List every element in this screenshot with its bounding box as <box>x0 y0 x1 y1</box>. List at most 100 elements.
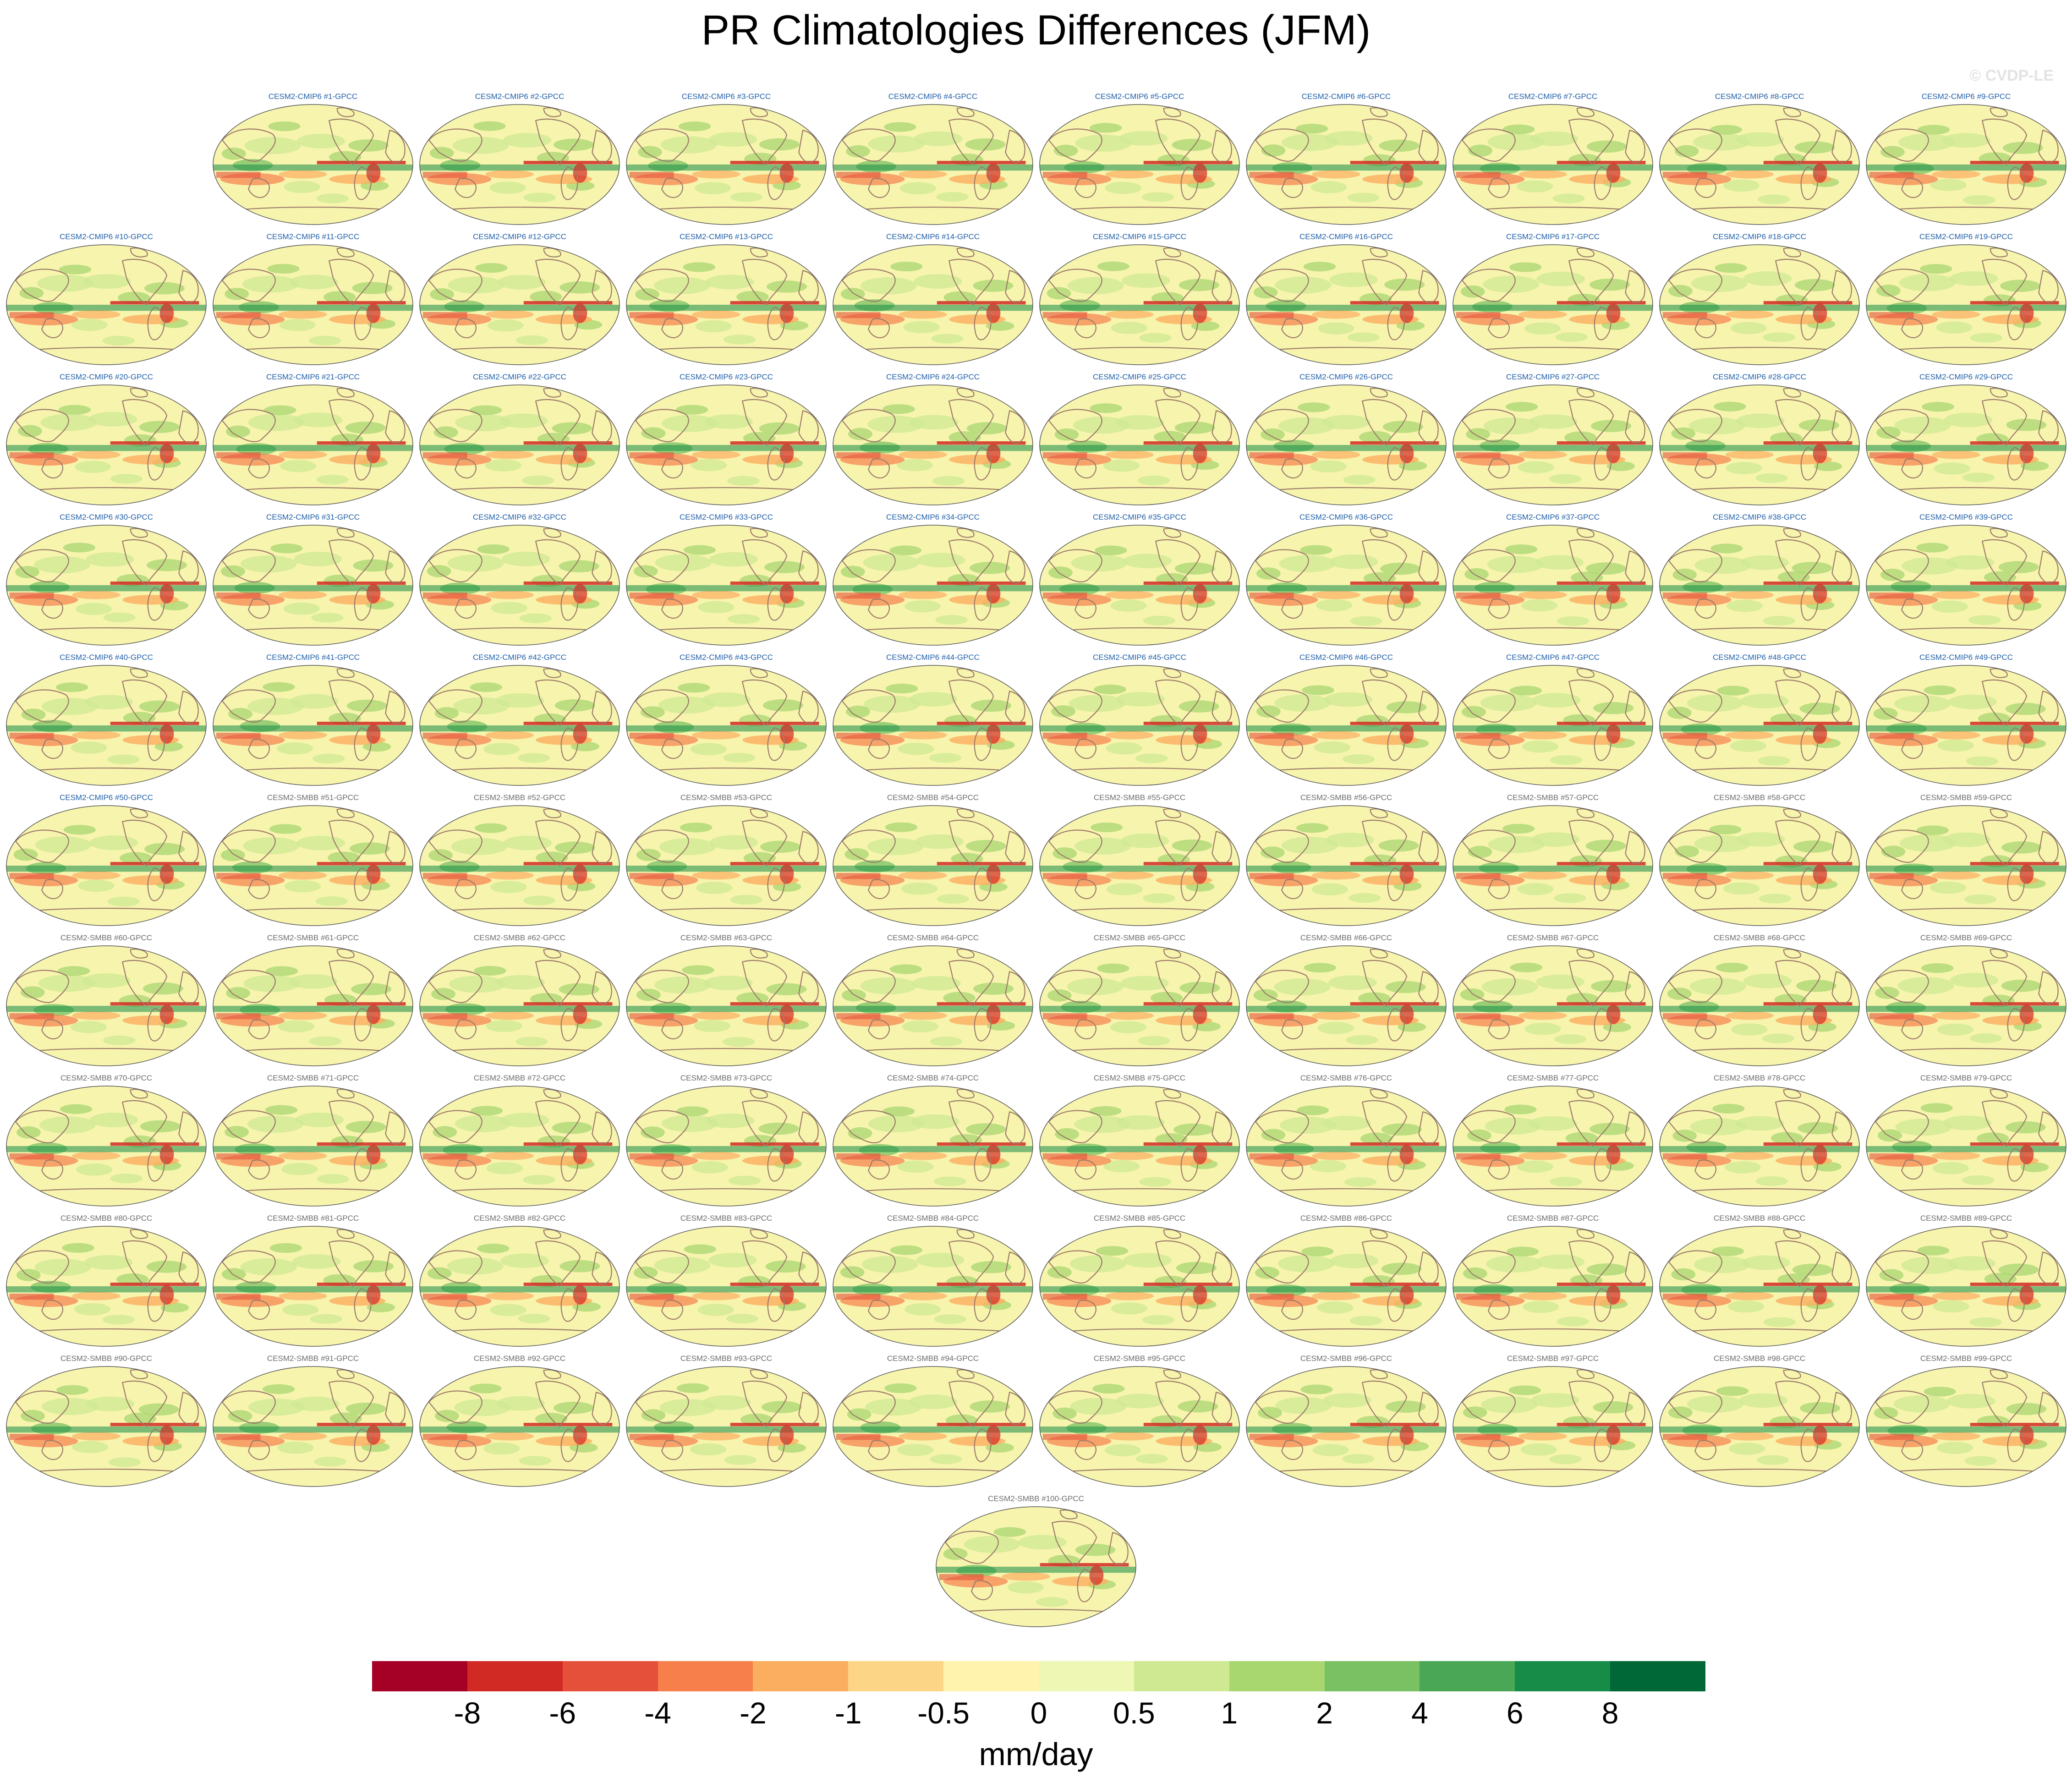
panel-map <box>5 664 207 789</box>
panel-map <box>1245 1085 1447 1209</box>
panel-title: CESM2-CMIP6 #34-GPCC <box>886 513 980 521</box>
panel-map <box>1659 524 1860 648</box>
panel-title: CESM2-SMBB #87-GPCC <box>1507 1214 1599 1223</box>
panel-title: CESM2-CMIP6 #18-GPCC <box>1712 232 1807 241</box>
panel-map <box>1659 1225 1860 1350</box>
panel-title: CESM2-CMIP6 #12-GPCC <box>472 232 567 241</box>
panel-map <box>1245 524 1447 648</box>
panel-map <box>212 945 414 1069</box>
panel-map <box>1452 805 1654 929</box>
panel-title: CESM2-CMIP6 #13-GPCC <box>679 232 773 241</box>
panel-map <box>1865 1225 2067 1350</box>
panel-map <box>212 1225 414 1350</box>
panel-title: CESM2-SMBB #98-GPCC <box>1713 1354 1806 1363</box>
panel-map <box>1865 104 2067 228</box>
panel-title: CESM2-SMBB #95-GPCC <box>1093 1354 1186 1363</box>
panel-map <box>625 1225 827 1350</box>
panel-map <box>1865 524 2067 648</box>
panel-map <box>1039 244 1240 368</box>
panel-map <box>1245 1366 1447 1490</box>
panel-title: CESM2-SMBB #61-GPCC <box>267 933 359 942</box>
panel-map <box>625 1085 827 1209</box>
panel-title: CESM2-SMBB #84-GPCC <box>887 1214 979 1223</box>
panel-title: CESM2-SMBB #68-GPCC <box>1713 933 1806 942</box>
panel-title: CESM2-SMBB #78-GPCC <box>1713 1074 1806 1082</box>
panel-map <box>1245 104 1447 228</box>
panel-title: CESM2-SMBB #96-GPCC <box>1300 1354 1392 1363</box>
panel-map <box>1245 384 1447 508</box>
panel-title: CESM2-SMBB #53-GPCC <box>680 793 773 802</box>
panel-title: CESM2-SMBB #90-GPCC <box>60 1354 153 1363</box>
panel-map <box>212 104 414 228</box>
panel-map <box>625 524 827 648</box>
panel-title: CESM2-CMIP6 #14-GPCC <box>886 232 980 241</box>
panel-title: CESM2-SMBB #69-GPCC <box>1920 933 2012 942</box>
panel-map <box>1245 945 1447 1069</box>
panel-map <box>1039 1085 1240 1209</box>
panel-title: CESM2-CMIP6 #27-GPCC <box>1506 373 1600 381</box>
panel-map <box>419 1225 620 1350</box>
panel-title: CESM2-SMBB #64-GPCC <box>887 933 979 942</box>
panel-map <box>832 1225 1034 1350</box>
panel-map <box>832 104 1034 228</box>
panel-map <box>1452 244 1654 368</box>
panel-title: CESM2-CMIP6 #15-GPCC <box>1092 232 1187 241</box>
panel-map <box>419 1366 620 1490</box>
panel-title: CESM2-CMIP6 #37-GPCC <box>1506 513 1600 521</box>
panel-map <box>1865 945 2067 1069</box>
panel-title: CESM2-CMIP6 #16-GPCC <box>1299 232 1393 241</box>
panel-title: CESM2-CMIP6 #35-GPCC <box>1092 513 1187 521</box>
panel-title: CESM2-SMBB #100-GPCC <box>988 1494 1084 1503</box>
panel-map <box>1865 1085 2067 1209</box>
panel-title: CESM2-CMIP6 #21-GPCC <box>266 373 360 381</box>
panel-map <box>1659 1366 1860 1490</box>
panel-title: CESM2-CMIP6 #40-GPCC <box>59 653 153 662</box>
panel-map <box>212 1366 414 1490</box>
panel-title: CESM2-SMBB #67-GPCC <box>1507 933 1599 942</box>
panel-map <box>1039 104 1240 228</box>
panel-map <box>212 524 414 648</box>
panel-map <box>832 945 1034 1069</box>
panel-map <box>1245 244 1447 368</box>
panel-map <box>5 945 207 1069</box>
panel-map <box>1452 1366 1654 1490</box>
panel-map <box>5 1225 207 1350</box>
panel-title: CESM2-CMIP6 #31-GPCC <box>266 513 360 521</box>
panel-title: CESM2-CMIP6 #42-GPCC <box>472 653 567 662</box>
panel-map <box>419 805 620 929</box>
panel-title: CESM2-SMBB #81-GPCC <box>267 1214 359 1223</box>
panel-map <box>1865 384 2067 508</box>
panel-title: CESM2-SMBB #71-GPCC <box>267 1074 359 1082</box>
panel-title: CESM2-CMIP6 #22-GPCC <box>472 373 567 381</box>
panel-title: CESM2-CMIP6 #41-GPCC <box>266 653 360 662</box>
panel-map <box>1039 1366 1240 1490</box>
panel-title: CESM2-CMIP6 #11-GPCC <box>266 232 360 241</box>
panel-title: CESM2-SMBB #56-GPCC <box>1300 793 1392 802</box>
panel-title: CESM2-CMIP6 #20-GPCC <box>59 373 153 381</box>
panel-map <box>1039 805 1240 929</box>
panel-title: CESM2-CMIP6 #9-GPCC <box>1921 92 2011 101</box>
panel-map <box>212 1085 414 1209</box>
panel-title: CESM2-CMIP6 #33-GPCC <box>679 513 773 521</box>
panel-title: CESM2-SMBB #51-GPCC <box>267 793 359 802</box>
panel-title: CESM2-CMIP6 #39-GPCC <box>1919 513 2013 521</box>
panel-title: CESM2-SMBB #55-GPCC <box>1093 793 1186 802</box>
panel-map <box>1659 384 1860 508</box>
panel-map <box>1659 244 1860 368</box>
panel-title: CESM2-CMIP6 #26-GPCC <box>1299 373 1393 381</box>
panel-title: CESM2-SMBB #99-GPCC <box>1920 1354 2012 1363</box>
panel-title: CESM2-SMBB #85-GPCC <box>1093 1214 1186 1223</box>
panel-map <box>212 805 414 929</box>
panel-map <box>1865 805 2067 929</box>
panel-title: CESM2-CMIP6 #10-GPCC <box>59 232 153 241</box>
panel-title: CESM2-CMIP6 #6-GPCC <box>1301 92 1391 101</box>
panel-map <box>832 664 1034 789</box>
panel-title: CESM2-SMBB #82-GPCC <box>473 1214 566 1223</box>
panel-title: CESM2-CMIP6 #23-GPCC <box>679 373 773 381</box>
panel-title: CESM2-CMIP6 #43-GPCC <box>679 653 773 662</box>
panel-map <box>419 664 620 789</box>
panel-map <box>625 1366 827 1490</box>
panel-title: CESM2-CMIP6 #47-GPCC <box>1506 653 1600 662</box>
panel-map <box>935 1506 1137 1630</box>
